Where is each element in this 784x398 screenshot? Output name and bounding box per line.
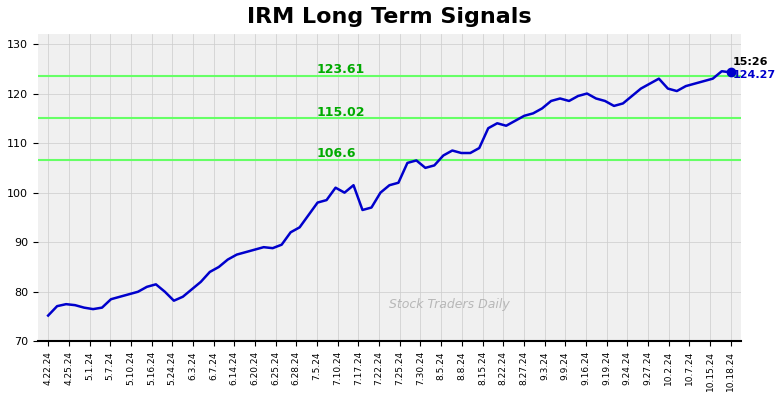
Text: 15:26: 15:26: [733, 57, 768, 67]
Text: 106.6: 106.6: [317, 148, 357, 160]
Text: 123.61: 123.61: [317, 63, 365, 76]
Title: IRM Long Term Signals: IRM Long Term Signals: [247, 7, 532, 27]
Text: 124.27: 124.27: [733, 70, 776, 80]
Text: Stock Traders Daily: Stock Traders Daily: [390, 298, 510, 311]
Text: 115.02: 115.02: [317, 106, 365, 119]
